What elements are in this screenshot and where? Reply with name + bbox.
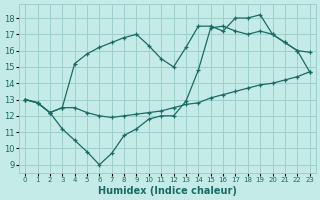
X-axis label: Humidex (Indice chaleur): Humidex (Indice chaleur) bbox=[98, 186, 237, 196]
